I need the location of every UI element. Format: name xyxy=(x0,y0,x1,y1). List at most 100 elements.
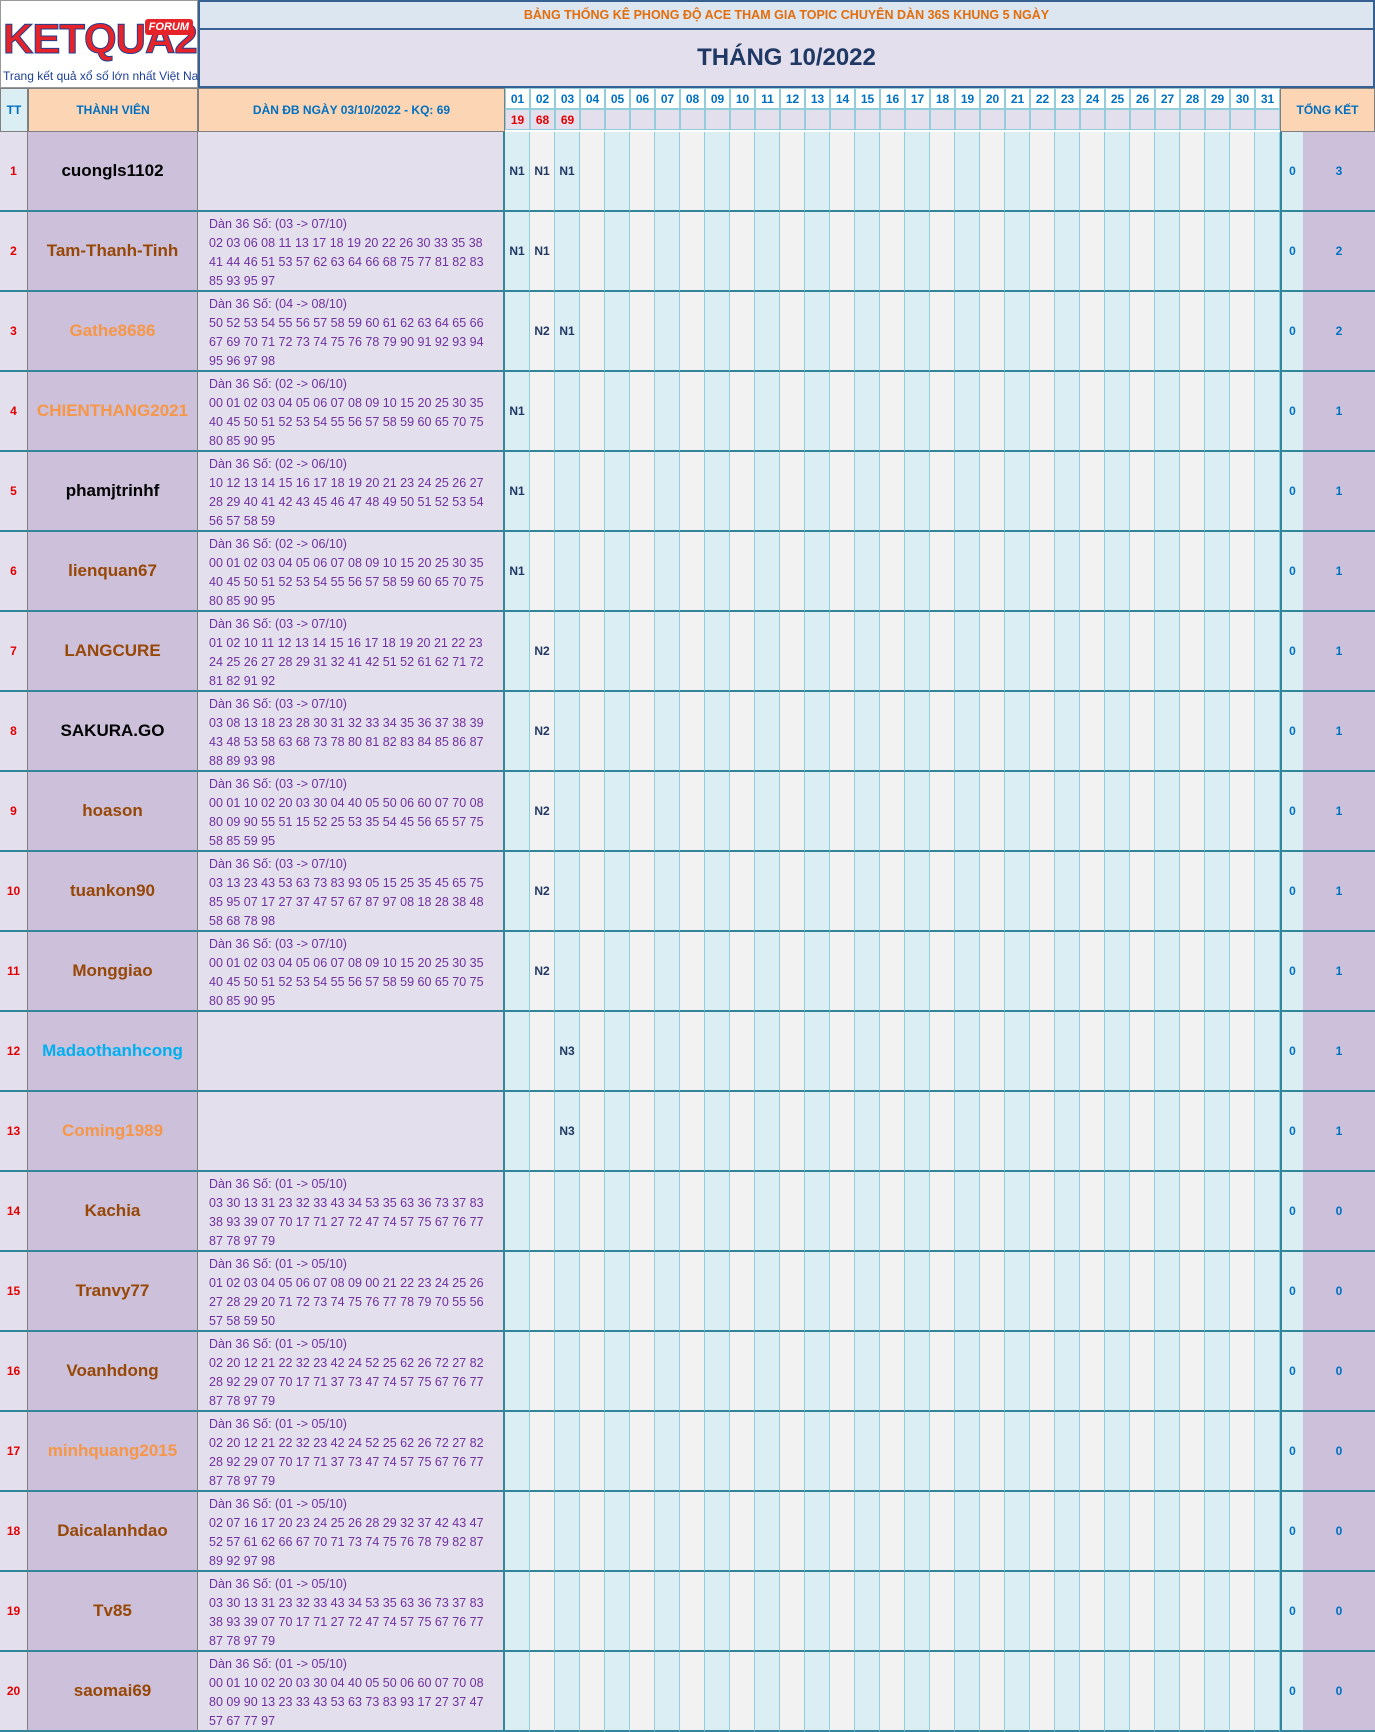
day-cell xyxy=(1005,1492,1030,1572)
dan: Dàn 36 Số: (01 -> 05/10) 02 20 12 21 22 3… xyxy=(198,1412,505,1492)
day-cell xyxy=(655,852,680,932)
day-cell xyxy=(855,1332,880,1412)
day-cell xyxy=(905,1332,930,1412)
dan-title: Dàn 36 Số: (01 -> 05/10) xyxy=(209,1657,347,1671)
result-cell xyxy=(930,109,955,130)
day-cell xyxy=(1230,1652,1255,1732)
day-cell xyxy=(1180,1172,1205,1252)
day-cell xyxy=(780,1012,805,1092)
day-cell xyxy=(980,1252,1005,1332)
dan-numbers: 00 01 10 02 20 03 30 04 40 05 50 06 60 0… xyxy=(209,1676,484,1728)
day-cell xyxy=(655,1172,680,1252)
day-cell xyxy=(755,772,780,852)
total-a: 0 xyxy=(1280,372,1303,452)
day-cell xyxy=(905,1252,930,1332)
day-cell xyxy=(855,852,880,932)
day-cell xyxy=(1055,452,1080,532)
day-cell xyxy=(805,1572,830,1652)
day-cell xyxy=(955,292,980,372)
day-cell xyxy=(1130,372,1155,452)
day-cell xyxy=(930,932,955,1012)
result-cell xyxy=(655,109,680,130)
day-cell xyxy=(1130,292,1155,372)
total-b: 2 xyxy=(1303,212,1375,292)
day-cell xyxy=(1255,932,1280,1012)
day-cell: N3 xyxy=(555,1092,580,1172)
day-cell xyxy=(1055,292,1080,372)
dan-numbers: 00 01 10 02 20 03 30 04 40 05 50 06 60 0… xyxy=(209,796,484,848)
day-cell xyxy=(1005,932,1030,1012)
day-cell xyxy=(780,1572,805,1652)
day-cell xyxy=(1155,1492,1180,1572)
day-cell xyxy=(680,772,705,852)
day-cell xyxy=(705,1572,730,1652)
day-cell xyxy=(880,932,905,1012)
day-cell xyxy=(1255,852,1280,932)
total-b: 0 xyxy=(1303,1332,1375,1412)
day-cell xyxy=(1005,1572,1030,1652)
total-b: 1 xyxy=(1303,772,1375,852)
day-cell xyxy=(1130,852,1155,932)
total-a: 0 xyxy=(1280,292,1303,372)
day-cell xyxy=(1130,1492,1155,1572)
day-cell xyxy=(1180,532,1205,612)
dan-title: Dàn 36 Số: (01 -> 05/10) xyxy=(209,1337,347,1351)
day-cell xyxy=(930,1412,955,1492)
day-cell xyxy=(730,1572,755,1652)
day-cell xyxy=(1205,372,1230,452)
day-cell xyxy=(1180,772,1205,852)
day-cell xyxy=(1030,1572,1055,1652)
day-cell xyxy=(1130,1412,1155,1492)
day-cell xyxy=(605,1172,630,1252)
day-cell xyxy=(1155,1092,1180,1172)
day-cell xyxy=(1180,932,1205,1012)
day-cell xyxy=(655,292,680,372)
day-header: 14 xyxy=(830,88,855,109)
day-cell xyxy=(880,132,905,212)
day-cell xyxy=(1205,932,1230,1012)
total-a: 0 xyxy=(1280,612,1303,692)
day-cell xyxy=(880,772,905,852)
day-cell xyxy=(1130,932,1155,1012)
day-cell xyxy=(930,692,955,772)
day-cell xyxy=(980,532,1005,612)
day-header: 02 xyxy=(530,88,555,109)
day-cell xyxy=(955,532,980,612)
day-cell xyxy=(905,692,930,772)
day-cell xyxy=(955,1172,980,1252)
dan-title: Dàn 36 Số: (01 -> 05/10) xyxy=(209,1577,347,1591)
day-cell xyxy=(930,1492,955,1572)
day-cell xyxy=(880,1332,905,1412)
day-cell xyxy=(855,1012,880,1092)
result-cell xyxy=(980,109,1005,130)
day-cell xyxy=(730,612,755,692)
day-cell xyxy=(555,1412,580,1492)
day-cell xyxy=(1005,1092,1030,1172)
day-cell xyxy=(1155,1012,1180,1092)
day-cell xyxy=(830,932,855,1012)
day-cell xyxy=(905,1092,930,1172)
day-cell xyxy=(1155,292,1180,372)
result-cell xyxy=(1205,109,1230,130)
day-cell xyxy=(1180,612,1205,692)
day-cell xyxy=(1055,1092,1080,1172)
day-cell xyxy=(1105,1572,1130,1652)
day-cell xyxy=(1030,932,1055,1012)
day-cell xyxy=(1080,612,1105,692)
row-number: 5 xyxy=(0,452,28,532)
day-cell xyxy=(930,532,955,612)
day-cell xyxy=(855,1092,880,1172)
day-cell xyxy=(505,1492,530,1572)
day-cell xyxy=(780,1172,805,1252)
day-cell xyxy=(830,132,855,212)
day-cell xyxy=(555,1172,580,1252)
day-cell xyxy=(1230,1332,1255,1412)
day-header: 31 xyxy=(1255,88,1280,109)
day-cell xyxy=(655,1652,680,1732)
day-cell xyxy=(630,1252,655,1332)
day-cell xyxy=(1105,1412,1130,1492)
day-cell xyxy=(1080,1172,1105,1252)
day-cell xyxy=(705,612,730,692)
dan-title: Dàn 36 Số: (01 -> 05/10) xyxy=(209,1497,347,1511)
day-cell xyxy=(805,1412,830,1492)
